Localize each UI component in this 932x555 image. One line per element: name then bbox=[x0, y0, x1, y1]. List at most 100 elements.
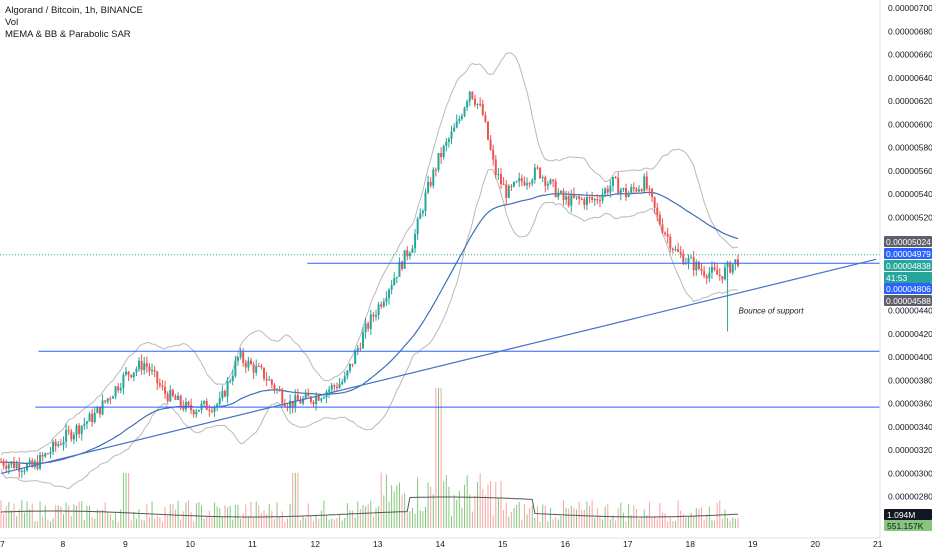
candle-body bbox=[713, 267, 716, 270]
candle-body bbox=[39, 454, 42, 469]
candle-body bbox=[625, 188, 627, 198]
candle-body bbox=[161, 385, 164, 387]
candle-body bbox=[526, 183, 529, 186]
candle-body bbox=[346, 370, 349, 377]
candle-body bbox=[13, 461, 16, 468]
x-tick-label: 15 bbox=[498, 539, 508, 549]
candle-body bbox=[539, 167, 542, 178]
candle-body bbox=[481, 104, 484, 116]
badge-layer: 0.000050240.000049790.0000483841:530.000… bbox=[884, 236, 932, 531]
price-badge bbox=[884, 260, 932, 271]
candle-body bbox=[473, 98, 476, 105]
candle-body bbox=[455, 121, 458, 128]
bollinger-band-layer bbox=[0, 52, 739, 490]
y-tick-label: 0.00000600 bbox=[888, 119, 932, 129]
candle-body bbox=[369, 314, 372, 329]
candle-body bbox=[645, 176, 648, 189]
candle-body bbox=[731, 264, 734, 273]
candle-body bbox=[164, 386, 167, 394]
candle-body bbox=[544, 177, 547, 186]
candle-body bbox=[559, 191, 562, 193]
candle-body bbox=[421, 210, 424, 214]
candle-body bbox=[632, 187, 635, 189]
price-badge bbox=[884, 248, 932, 259]
candle-body bbox=[523, 181, 526, 186]
candle-body bbox=[708, 272, 711, 279]
candle-body bbox=[588, 197, 591, 199]
candle-body bbox=[536, 167, 539, 169]
candle-body bbox=[468, 91, 471, 102]
candle-body bbox=[533, 167, 536, 181]
x-tick-label: 10 bbox=[186, 539, 196, 549]
candle-body bbox=[255, 365, 258, 373]
candle-body bbox=[619, 189, 622, 194]
candle-body bbox=[281, 391, 284, 404]
candle-body bbox=[158, 383, 161, 386]
price-badge-label: 0.00004806 bbox=[886, 284, 931, 294]
candle-body bbox=[119, 388, 122, 391]
candle-body bbox=[7, 464, 10, 469]
candle-body bbox=[505, 184, 508, 198]
x-tick-label: 18 bbox=[686, 539, 696, 549]
candle-body bbox=[531, 180, 534, 184]
candle-body bbox=[726, 262, 729, 268]
candle-body bbox=[388, 289, 391, 299]
candle-body bbox=[104, 400, 107, 402]
candle-body bbox=[320, 398, 323, 401]
candle-body bbox=[2, 461, 5, 466]
candle-body bbox=[460, 116, 463, 119]
candle-body bbox=[23, 470, 26, 472]
indicators-legend[interactable]: MEMA & BB & Parabolic SAR bbox=[5, 29, 131, 40]
candle-body bbox=[78, 425, 81, 434]
candle-body bbox=[169, 389, 172, 402]
candle-body bbox=[664, 232, 667, 235]
y-tick-label: 0.00000280 bbox=[888, 492, 932, 502]
candle-body bbox=[643, 176, 646, 192]
candle-body bbox=[492, 149, 495, 160]
candle-body bbox=[653, 197, 656, 208]
candle-body bbox=[276, 389, 279, 391]
candle-body bbox=[447, 139, 450, 142]
candle-body bbox=[304, 393, 307, 399]
candle-body bbox=[171, 389, 174, 397]
candle-body bbox=[205, 400, 208, 410]
candle-body bbox=[674, 249, 677, 251]
candle-body bbox=[424, 192, 427, 211]
candle-body bbox=[302, 398, 305, 404]
candle-body bbox=[554, 181, 557, 197]
price-badge bbox=[884, 283, 932, 294]
x-tick-label: 8 bbox=[61, 539, 66, 549]
candle-body bbox=[184, 401, 187, 410]
candle-body bbox=[31, 460, 34, 467]
x-tick-label: 21 bbox=[873, 539, 883, 549]
candle-body bbox=[109, 398, 112, 400]
volume-ma-line bbox=[0, 496, 739, 518]
candle-body bbox=[666, 234, 669, 237]
candle-body bbox=[463, 107, 466, 117]
candle-body bbox=[518, 178, 521, 182]
x-tick-label: 7 bbox=[0, 539, 5, 549]
x-tick-label: 11 bbox=[248, 539, 257, 549]
price-badge-label: 0.00004979 bbox=[886, 249, 931, 259]
candle-body bbox=[195, 411, 198, 415]
candle-body bbox=[710, 267, 713, 273]
candle-body bbox=[151, 370, 154, 372]
candle-body bbox=[658, 214, 661, 225]
candle-body bbox=[736, 259, 739, 267]
candle-body bbox=[270, 379, 273, 385]
candle-body bbox=[364, 323, 367, 333]
candle-body bbox=[497, 174, 500, 176]
candle-body bbox=[44, 453, 47, 457]
y-tick-label: 0.00000560 bbox=[888, 166, 932, 176]
candle-body bbox=[546, 183, 549, 186]
candle-body bbox=[611, 177, 614, 186]
symbol-title[interactable]: Algorand / Bitcoin, 1h, BINANCE bbox=[5, 5, 143, 16]
candle-body bbox=[236, 357, 239, 361]
candle-body bbox=[341, 381, 344, 384]
candle-body bbox=[356, 348, 359, 352]
candle-body bbox=[661, 224, 664, 233]
candle-body bbox=[450, 131, 453, 140]
vol-legend[interactable]: Vol bbox=[5, 17, 19, 28]
